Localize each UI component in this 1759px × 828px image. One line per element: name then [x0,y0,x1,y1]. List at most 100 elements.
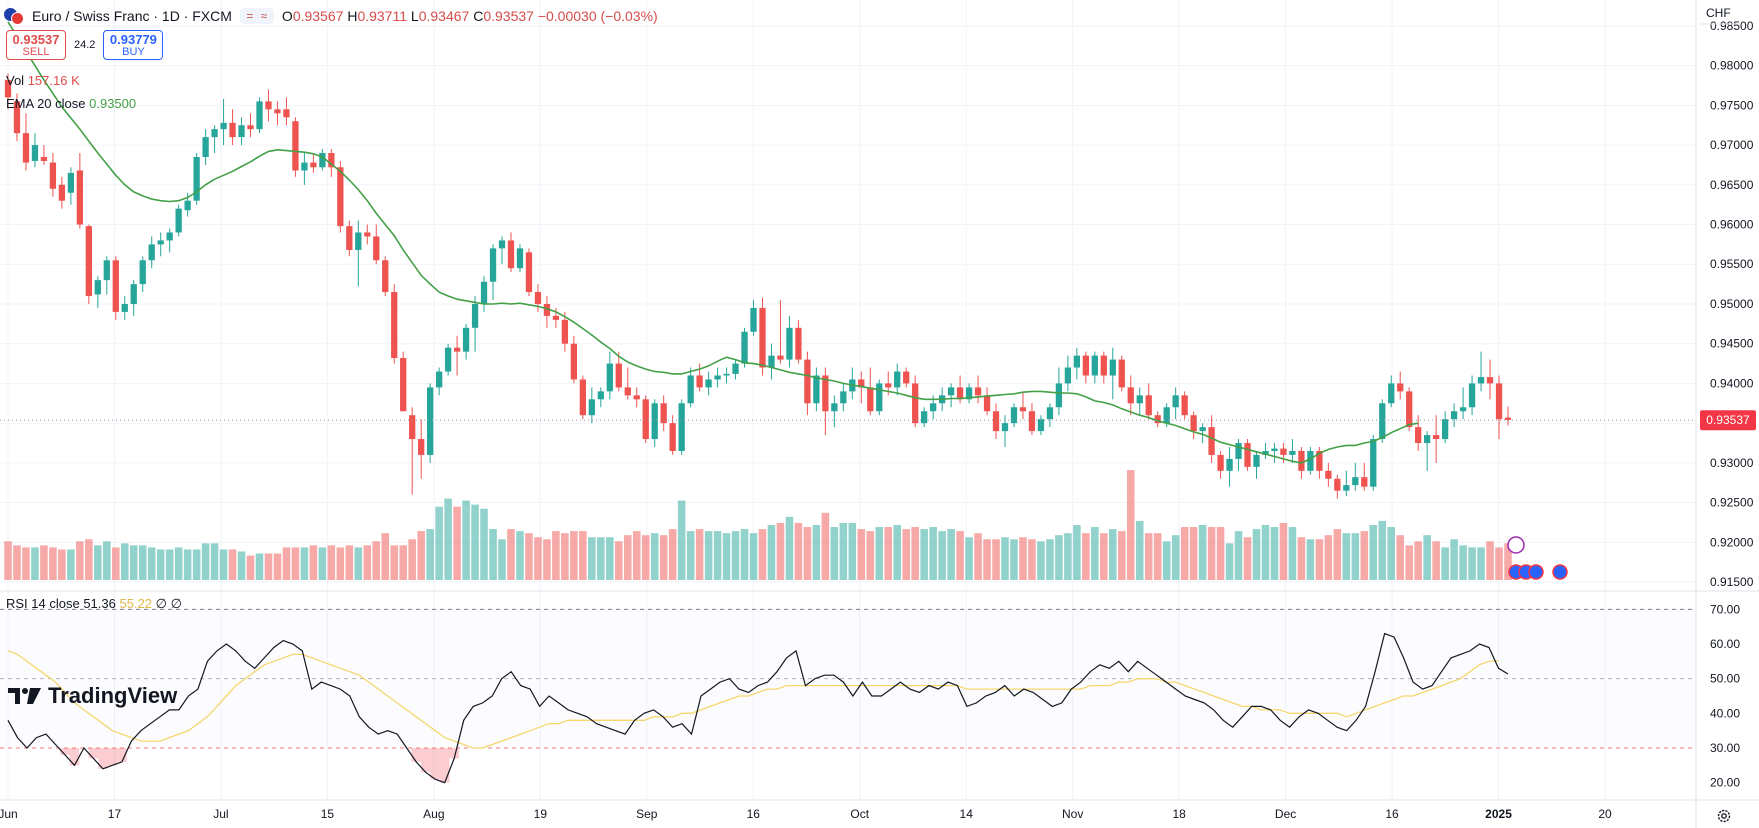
volume-bar [758,529,767,580]
volume-bar [103,541,111,580]
volume-bar [1333,529,1342,580]
volume-bar [67,549,75,580]
volume-bar [534,537,542,580]
rsi-ma-line [7,650,1499,749]
candle-body [1459,407,1467,412]
approx-icon: ≈ [260,9,268,23]
candle-body [58,184,66,201]
candle-body [1136,395,1143,404]
volume-bar [1091,527,1099,580]
price-tick-label: 0.95000 [1710,297,1754,311]
rsi-legend[interactable]: RSI 14 close 51.36 55.22 ∅ ∅ [6,596,182,611]
volume-bar [740,529,749,580]
candle-body [85,226,92,297]
volume-bar [49,547,57,580]
ema-legend[interactable]: EMA 20 close 0.93500 [6,96,137,111]
volume-bar [489,529,497,580]
last-price-label: 0.93537 [1706,413,1750,427]
candle-body [1091,355,1098,376]
candle-body [1100,355,1107,376]
volume-bar [147,547,156,580]
volume-bar [1270,527,1279,580]
volume-bar [453,506,461,580]
candle-body [1073,355,1081,368]
volume-bar [875,527,884,580]
volume-bar [1126,470,1135,580]
volume-bar [435,506,443,580]
tradingview-logo-icon [8,688,41,704]
volume-bar [192,549,201,580]
candle-body [714,375,721,380]
candle-body [400,358,407,412]
mode-pill[interactable]: = ≈ [239,8,274,24]
buy-button[interactable]: 0.93779 BUY [103,30,164,60]
high-value: 0.93711 [357,8,408,24]
candle-body [696,375,703,388]
volume-bar [1396,535,1404,580]
candle-body [1334,478,1341,491]
candle-body [355,232,362,250]
volume-bar [1082,533,1090,580]
settings-gear-icon[interactable] [1716,808,1732,824]
candle-body [1127,387,1134,404]
price-tick-label: 0.91500 [1710,575,1754,589]
ema-value: 0.93500 [89,96,137,111]
volume-bar [749,533,758,580]
candle-body [1477,377,1485,384]
volume-bar [893,525,901,580]
sell-button[interactable]: 0.93537 SELL [6,30,66,60]
volume-bar [264,553,273,580]
candle-body [588,399,595,416]
symbol-title[interactable]: Euro / Swiss Franc · 1D · FXCM [32,8,232,24]
candle-body [40,156,48,161]
volume-bar [282,547,291,580]
candle-body [1001,423,1009,432]
candle-body [903,371,910,384]
time-tick-label: 20 [1598,807,1612,821]
candle-body [1406,391,1413,428]
candle-body [373,236,380,261]
candle-body [1289,450,1296,455]
candle-body [103,260,110,281]
candle-body [328,153,335,168]
candle-body [543,303,551,316]
tradingview-brand[interactable]: TradingView [8,683,177,709]
volume-legend[interactable]: Vol 157.16 K [6,73,80,88]
volume-bar [426,529,434,580]
volume-bar [417,531,425,580]
volume-bar [1351,533,1360,580]
candle-body [193,156,200,201]
candle-body [435,371,443,388]
candle-body [247,125,254,130]
candle-body [930,403,937,412]
volume-bar [390,545,398,580]
volume-bar [1261,525,1270,580]
candle-body [238,125,245,138]
volume-bar [1046,539,1054,580]
candle-body [1379,403,1386,440]
candle-body [1468,383,1476,408]
candle-body [804,359,811,404]
candle-body [337,167,344,227]
rsi-line [7,632,1509,784]
volume-bar [237,551,246,580]
volume-bar [444,498,452,580]
candle-body [1163,407,1170,424]
volume-bar [597,537,605,580]
volume-bar [138,545,147,580]
candle-body [1352,477,1359,486]
volume-bar [776,522,785,580]
candle-body [1441,419,1449,440]
price-tick-label: 0.95500 [1710,257,1754,271]
volume-bar [1180,527,1189,580]
volume-bar [1073,525,1081,580]
volume-bar [713,531,722,580]
volume-bar [731,531,740,580]
rsi-value: 51.36 [83,596,116,611]
volume-bar [543,539,551,580]
candle-body [283,109,290,118]
candle-body [1397,383,1404,392]
symbol-legend[interactable]: Euro / Swiss Franc · 1D · FXCM = ≈ O0.93… [4,6,658,26]
price-tick-label: 0.92500 [1710,496,1754,510]
